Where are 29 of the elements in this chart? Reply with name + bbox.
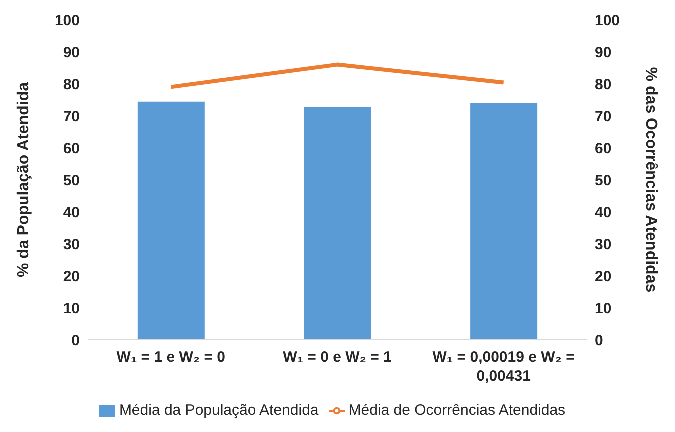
y-tick-label: 70 xyxy=(63,108,80,126)
y2-tick-label: 60 xyxy=(595,140,612,158)
y-tick-label: 40 xyxy=(63,204,80,222)
y-tick-label: 20 xyxy=(63,268,80,286)
y-tick-label: 30 xyxy=(63,236,80,254)
legend-label: Média de Ocorrências Atendidas xyxy=(348,402,566,419)
y2-tick-label: 40 xyxy=(595,204,612,222)
y2-tick-label: 20 xyxy=(595,268,612,286)
x-tick-label: W₁ = 1 e W₂ = 0 xyxy=(116,348,226,366)
y2-tick-label: 10 xyxy=(595,300,612,318)
y-tick-label: 10 xyxy=(63,300,80,318)
y-tick-label: 80 xyxy=(63,76,80,94)
y2-tick-label: 50 xyxy=(595,172,612,190)
y2-axis-title: % das Ocorrências Atendidas xyxy=(642,67,660,293)
y2-tick-label: 70 xyxy=(595,108,612,126)
y2-tick-label: 100 xyxy=(595,12,620,30)
y2-tick-label: 90 xyxy=(595,44,612,62)
y2-tick-label: 0 xyxy=(595,332,604,350)
x-tick-label: W₁ = 0 e W₂ = 1 xyxy=(283,348,392,366)
y-tick-label: 60 xyxy=(63,140,80,158)
x-tick-label: W₁ = 0,00019 e W₂ = 0,00431 xyxy=(432,348,576,385)
y-tick-label: 50 xyxy=(63,172,80,190)
y-tick-label: 0 xyxy=(72,332,80,350)
y-tick-label: 90 xyxy=(63,44,80,62)
legend-label: Média da População Atendida xyxy=(119,402,319,419)
y2-tick-label: 30 xyxy=(595,236,612,254)
y-axis-title: % da População Atendida xyxy=(16,82,33,278)
y-tick-label: 100 xyxy=(54,12,80,30)
y2-tick-label: 80 xyxy=(595,76,612,94)
